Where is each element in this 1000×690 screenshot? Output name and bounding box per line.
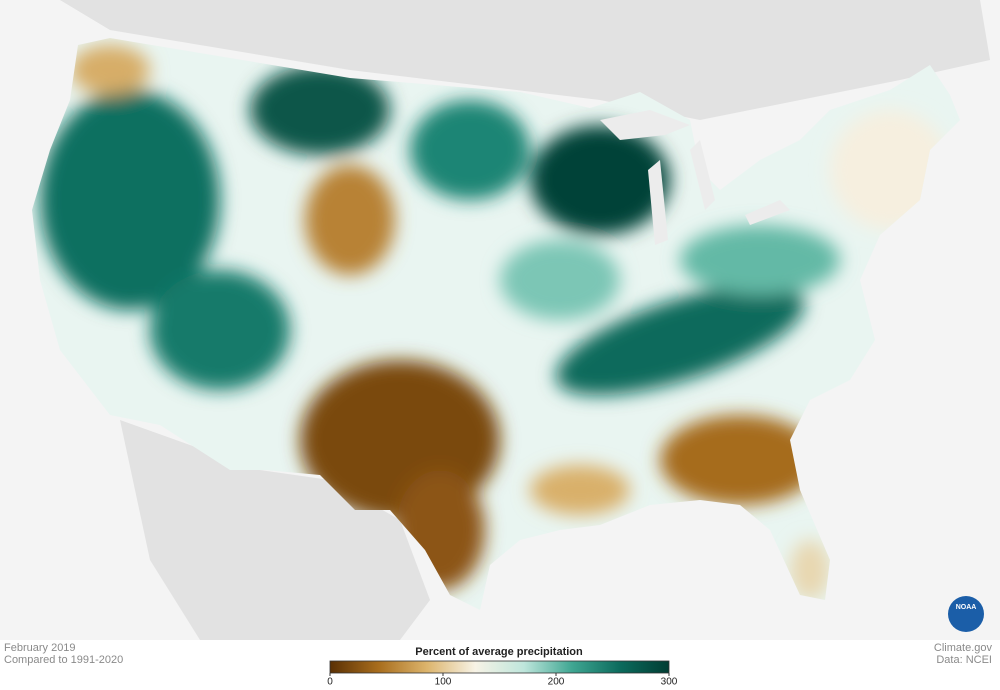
legend-tick-label: 300 [661,677,678,688]
precipitation-field [32,38,960,610]
logo-text: NOAA [956,604,977,611]
legend-title: Percent of average precipitation [415,646,583,658]
data-source: Data: NCEI [936,654,992,666]
legend-tick-label: 200 [548,677,565,688]
legend-tick-label: 100 [435,677,452,688]
legend-tick-label: 0 [327,677,333,688]
baseline: Compared to 1991-2020 [4,654,123,666]
great-lakes [600,110,790,245]
logo [948,596,984,632]
legend-bar [329,660,670,674]
source: Climate.gov [934,642,993,654]
canada [60,0,990,120]
date: February 2019 [4,642,76,654]
mexico [120,420,430,640]
